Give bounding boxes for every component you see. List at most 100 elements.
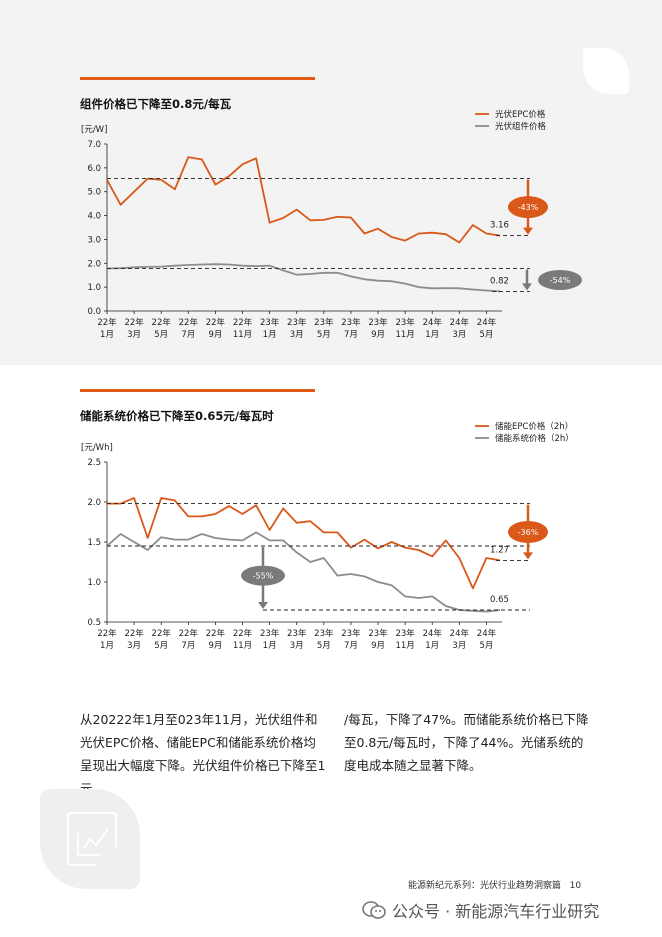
chart1-y-tick-label: 0.0: [87, 307, 101, 317]
footer-series-title: 能源新纪元系列：光伏行业趋势洞察篇: [408, 881, 562, 891]
chart1-gray-end-label: 0.82: [490, 276, 509, 286]
chart2-x-tick-label-bottom: 1月: [425, 641, 439, 651]
paragraph-left: 从20222年1月至023年11月，光伏组件和光伏EPC价格、储能EPC和储能系…: [80, 712, 326, 796]
chart1-y-tick-label: 6.0: [87, 164, 101, 174]
chart1-orange-end-label: 3.16: [490, 221, 509, 231]
chart2-y-tick-label: 1.0: [87, 578, 101, 588]
chart1-x-tick-label-bottom: 9月: [208, 330, 222, 340]
chart1-x-tick-label-bottom: 5月: [317, 330, 331, 340]
chart1-x-tick-label-top: 22年: [233, 317, 253, 328]
chart2-y-tick-label: 2.5: [87, 458, 101, 468]
chart2-gray-pct-label: -55%: [253, 572, 274, 581]
chart1-y-tick-label: 1.0: [87, 283, 101, 293]
chart1-orange-pct-badge: [508, 196, 548, 219]
chart1-x-tick-label-top: 23年: [395, 317, 415, 328]
chart2-x-tick-label-top: 24年: [423, 628, 443, 639]
chart2-x-tick-label-bottom: 5月: [317, 641, 331, 651]
corner-logo-shape: [583, 48, 629, 94]
document-chart-icon: [67, 812, 117, 866]
chart1-x-tick-label-bottom: 3月: [290, 330, 304, 340]
chart1-y-tick-label: 3.0: [87, 235, 101, 245]
chart2-x-tick-label-bottom: 3月: [290, 641, 304, 651]
chart1-orange-pct-label: -43%: [518, 203, 539, 212]
chart1-series-gray-line: [106, 263, 501, 293]
chart1-x-tick-label-bottom: 7月: [344, 330, 358, 340]
chart1-legend-label: 光伏EPC价格: [495, 109, 546, 120]
chart2-x-tick-label-bottom: 11月: [395, 641, 414, 651]
chart1-x-tick-label-bottom: 5月: [479, 330, 493, 340]
chart1-title: 组件价格已下降至0.8元/每瓦: [80, 97, 232, 111]
chart2-x-tick-label-top: 22年: [233, 628, 253, 639]
chart2-x-tick-label-top: 22年: [124, 628, 144, 639]
chart2-gray-end-label: 0.65: [490, 595, 509, 605]
chart2-x-tick-label-top: 24年: [450, 628, 470, 639]
chart2-x-tick-label-bottom: 7月: [344, 641, 358, 651]
chart1-x-tick-label-top: 23年: [341, 317, 361, 328]
chart2-x-tick-label-bottom: 5月: [479, 641, 493, 651]
chart1-y-tick-label: 7.0: [87, 140, 101, 150]
chart1-x-tick-label-bottom: 3月: [127, 330, 141, 340]
page-number: 10: [569, 881, 582, 891]
chart1-x-tick-label-top: 22年: [179, 317, 199, 328]
chart2-x-tick-label-bottom: 1月: [100, 641, 114, 651]
chart2-legend-label: 储能系统价格（2h）: [495, 433, 574, 444]
chart2-x-tick-label-bottom: 3月: [452, 641, 466, 651]
chart1-x-tick-label-bottom: 3月: [452, 330, 466, 340]
chart2-orange-end-label: 1.27: [490, 545, 509, 555]
chart2-orange-arrow-head: [523, 552, 533, 560]
chart2-x-tick-label-top: 23年: [260, 628, 280, 639]
chart1-svg: [元/W] 0.0 1.0 2.0 3.0 4.0 5.0 6.0 7.0 22年 1月 22年 3月 2…: [81, 109, 582, 340]
chart1-x-tick-label-top: 24年: [477, 317, 497, 328]
chart2-series-orange-line: [107, 497, 501, 590]
chart2-x-tick-label-bottom: 9月: [208, 641, 222, 651]
chart2-x-tick-label-bottom: 7月: [181, 641, 195, 651]
chart2-y-tick-label: 1.5: [87, 538, 101, 548]
chart1-x-tick-label-top: 23年: [368, 317, 388, 328]
chart2-x-tick-label-top: 23年: [287, 628, 307, 639]
chart2-orange-pct-label: -36%: [518, 528, 539, 537]
chart2-x-tick-label-top: 23年: [341, 628, 361, 639]
chart1-x-tick-label-top: 22年: [97, 317, 117, 328]
chart1-x-tick-label-bottom: 1月: [425, 330, 439, 340]
chart2-x-tick-label-top: 22年: [206, 628, 226, 639]
decorative-leaf-panel: [40, 789, 140, 889]
chart2-x-tick-label-top: 23年: [368, 628, 388, 639]
chart1-x-tick-label-bottom: 1月: [263, 330, 277, 340]
chart1-x-tick-label-top: 24年: [423, 317, 443, 328]
chart2-accent-line: [80, 389, 315, 392]
chart1-orange-arrow-head: [523, 227, 533, 235]
chart1-gray-arrow-head: [522, 283, 532, 291]
chart2-y-label: [元/Wh]: [81, 443, 113, 453]
chart1-gray-pct-badge: [538, 269, 582, 290]
chart2-legend-label: 储能EPC价格（2h）: [495, 421, 573, 432]
chart1-x-tick-label-bottom: 7月: [181, 330, 195, 340]
chart2-x-tick-label-top: 23年: [314, 628, 334, 639]
chart2-x-tick-label-top: 24年: [477, 628, 497, 639]
chart2-title: 储能系统价格已下降至0.65元/每瓦时: [80, 409, 274, 423]
chart2-x-tick-label-top: 22年: [179, 628, 199, 639]
chart2-x-tick-label-bottom: 5月: [154, 641, 168, 651]
chart2-series-gray-line: [106, 531, 501, 613]
chart1-x-tick-label-top: 22年: [206, 317, 226, 328]
top-section-background: [0, 0, 662, 365]
chart1-accent-line: [80, 77, 315, 80]
chart2-x-tick-label-top: 22年: [97, 628, 117, 639]
chart2-gray-arrow-head: [258, 602, 268, 609]
chart2-x-tick-label-bottom: 1月: [263, 641, 277, 651]
chart1-x-tick-label-bottom: 11月: [233, 330, 252, 340]
wechat-icon: [362, 900, 386, 920]
chart2-x-tick-label-bottom: 3月: [127, 641, 141, 651]
chart1-x-tick-label-bottom: 1月: [100, 330, 114, 340]
chart1-x-tick-label-top: 22年: [152, 317, 172, 328]
paragraph-right: /每瓦，下降了47%。而储能系统价格已下降至0.8元/每瓦时，下降了44%。光储…: [344, 712, 589, 773]
chart1-x-tick-label-top: 22年: [124, 317, 144, 328]
chart2-x-tick-label-bottom: 11月: [233, 641, 252, 651]
chart1-x-tick-label-bottom: 11月: [395, 330, 414, 340]
chart1-gray-pct-label: -54%: [550, 276, 571, 285]
chart1-y-tick-label: 2.0: [87, 259, 101, 269]
chart2-orange-pct-badge: [508, 521, 548, 543]
chart1-y-label: [元/W]: [81, 125, 107, 135]
chart1-x-tick-label-top: 23年: [287, 317, 307, 328]
chart2-y-tick-label: 0.5: [87, 618, 101, 628]
chart1-series-orange-line: [106, 156, 501, 244]
